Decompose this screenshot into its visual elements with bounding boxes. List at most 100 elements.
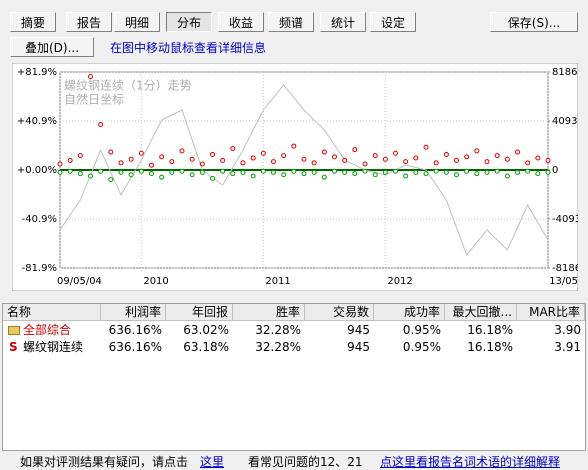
footer-text: 如果对评测结果有疑问，请点击: [20, 455, 189, 469]
tab-button[interactable]: 统计: [320, 12, 366, 32]
table-cell: 0.95%: [402, 323, 441, 337]
trade-dot: [311, 160, 317, 166]
trade-dot: [443, 151, 449, 157]
trade-dot: [149, 171, 154, 177]
trade-dot: [98, 168, 104, 174]
trade-dot: [464, 168, 470, 174]
trade-dot: [311, 169, 317, 175]
trade-dot: [362, 168, 368, 174]
table-cell: 945: [347, 323, 370, 337]
trade-dot: [321, 149, 327, 155]
trade-dot: [199, 169, 205, 175]
y2-tick-label: -8186: [552, 263, 578, 274]
column-header[interactable]: MAR比率: [517, 304, 585, 321]
y-tick-label: +40.9%: [17, 116, 57, 127]
trade-dot: [403, 173, 409, 179]
trade-dot: [260, 150, 266, 156]
hint: 在图中移动鼠标查看详细信息: [110, 41, 267, 55]
trade-dot: [240, 169, 246, 175]
x-tick-label: 2010: [143, 276, 168, 287]
trade-dot: [382, 169, 388, 175]
trade-dot: [220, 168, 226, 174]
trade-dot: [291, 168, 297, 174]
trade-dot: [484, 159, 490, 165]
trade-dot: [88, 74, 93, 80]
trade-dot: [372, 172, 378, 178]
trade-dot: [159, 174, 165, 180]
column-header[interactable]: 利润率: [101, 304, 166, 321]
trade-dot: [108, 149, 114, 155]
trade-dot: [352, 147, 358, 153]
row-icon: S: [9, 340, 18, 354]
trade-dot: [504, 156, 510, 162]
trade-dot: [210, 151, 215, 157]
trade-dot: [118, 169, 124, 175]
table-cell: 945: [347, 340, 370, 354]
save-button[interactable]: 保存(S)...: [490, 12, 578, 32]
table-cell: 3.91: [554, 340, 581, 354]
table-cell: 63.18%: [183, 340, 229, 354]
column-header[interactable]: 名称: [3, 304, 101, 321]
trade-dot: [271, 169, 276, 175]
column-header[interactable]: 成功率: [374, 304, 445, 321]
table-cell: 16.18%: [467, 340, 513, 354]
x-tick-label: 09/05/04: [57, 276, 102, 287]
trade-dot: [433, 168, 439, 174]
trade-dot: [67, 157, 73, 163]
trade-dot: [382, 156, 388, 162]
trade-dot: [281, 153, 287, 159]
trade-dot: [169, 159, 175, 165]
trade-dot: [67, 168, 73, 174]
footer-link[interactable]: 这里: [200, 455, 225, 469]
trade-dot: [342, 169, 348, 175]
trade-dot: [515, 169, 520, 175]
trade-dot: [189, 156, 195, 162]
tab-button[interactable]: 频谱: [268, 12, 314, 32]
tab-button[interactable]: 分布: [166, 12, 212, 32]
trade-dot: [108, 177, 114, 183]
column-header[interactable]: 胜率: [233, 304, 305, 321]
overlay-button[interactable]: 叠加(D)...: [10, 37, 94, 57]
tab-button[interactable]: 设定: [370, 12, 416, 32]
trade-dot: [393, 168, 398, 174]
trade-dot: [169, 169, 175, 175]
tab-button[interactable]: 收益: [218, 12, 264, 32]
column-header[interactable]: 交易数: [305, 304, 374, 321]
trade-dot: [159, 154, 165, 160]
tab-button[interactable]: 明细: [114, 12, 160, 32]
trade-dot: [545, 169, 551, 175]
column-header[interactable]: 年回报: [166, 304, 233, 321]
y-tick-label: +0.00%: [17, 165, 57, 176]
trade-dot: [332, 154, 337, 160]
trade-dot: [128, 172, 134, 178]
trade-dot: [535, 171, 541, 177]
trade-dot: [230, 171, 236, 177]
trade-dot: [321, 174, 327, 180]
trade-dot: [57, 169, 63, 175]
trade-dot: [77, 153, 83, 159]
trade-dot: [250, 155, 256, 161]
x-tick-label: 13/05: [549, 276, 578, 287]
table-cell: 32.28%: [255, 323, 301, 337]
folder-icon: [8, 326, 20, 335]
trade-dot: [515, 149, 520, 155]
trade-dot: [403, 159, 409, 165]
tab-button[interactable]: 报告: [66, 12, 112, 32]
trade-dot: [260, 168, 266, 174]
trade-dot: [57, 161, 63, 167]
trade-dot: [118, 160, 124, 166]
trade-dot: [433, 160, 439, 166]
trade-dot: [88, 173, 93, 179]
trade-dot: [291, 143, 297, 149]
trade-dot: [301, 156, 307, 162]
trade-dot: [149, 162, 154, 168]
trade-dot: [250, 173, 256, 179]
trade-dot: [474, 148, 480, 154]
tab-button[interactable]: 摘要: [10, 12, 56, 32]
x-tick-label: 2011: [265, 276, 290, 287]
footer-link[interactable]: 点这里看报告名词术语的详细解释: [380, 455, 561, 469]
trade-dot: [199, 161, 205, 167]
column-header[interactable]: 最大回撤...: [445, 304, 517, 321]
table-cell: 636.16%: [108, 323, 162, 337]
